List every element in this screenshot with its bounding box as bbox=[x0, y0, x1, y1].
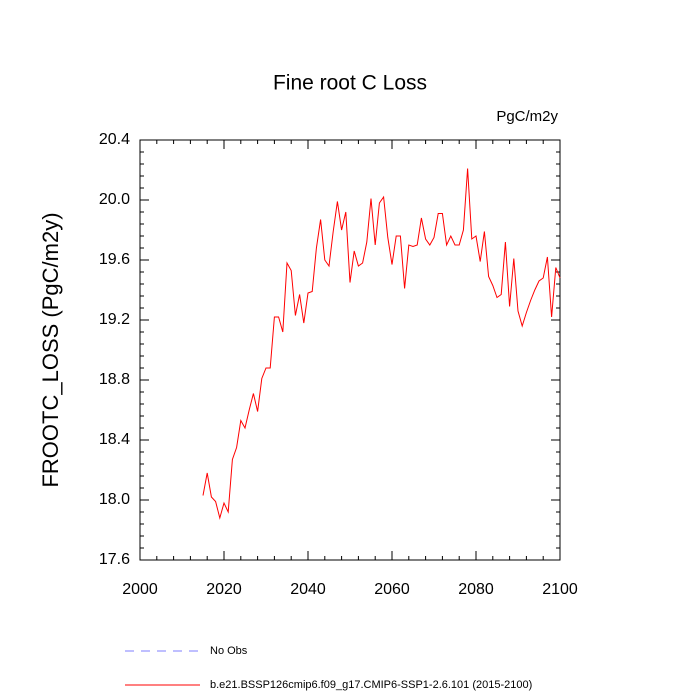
x-tick-label: 2100 bbox=[542, 581, 578, 598]
y-tick-label: 19.6 bbox=[99, 251, 130, 268]
y-axis-label: FROOTC_LOSS (PgC/m2y) bbox=[38, 212, 63, 487]
legend-label: b.e21.BSSP126cmip6.f09_g17.CMIP6-SSP1-2.… bbox=[210, 679, 532, 691]
x-tick-label: 2060 bbox=[374, 581, 410, 598]
x-tick-label: 2080 bbox=[458, 581, 494, 598]
plot-frame bbox=[139, 139, 561, 561]
y-tick-label: 18.0 bbox=[99, 491, 130, 508]
units-label: PgC/m2y bbox=[496, 108, 558, 125]
y-tick-label: 18.8 bbox=[99, 371, 130, 388]
y-tick-label: 20.0 bbox=[99, 191, 130, 208]
y-tick-label: 17.6 bbox=[99, 551, 130, 568]
x-tick-label: 2040 bbox=[290, 581, 326, 598]
y-tick-label: 18.4 bbox=[99, 431, 130, 448]
y-tick-label: 20.4 bbox=[99, 131, 130, 148]
data-line bbox=[202, 168, 561, 520]
legend-label: No Obs bbox=[210, 645, 248, 657]
y-tick-label: 19.2 bbox=[99, 311, 130, 328]
x-tick-label: 2020 bbox=[206, 581, 242, 598]
chart-title: Fine root C Loss bbox=[273, 72, 427, 95]
x-tick-label: 2000 bbox=[122, 581, 158, 598]
